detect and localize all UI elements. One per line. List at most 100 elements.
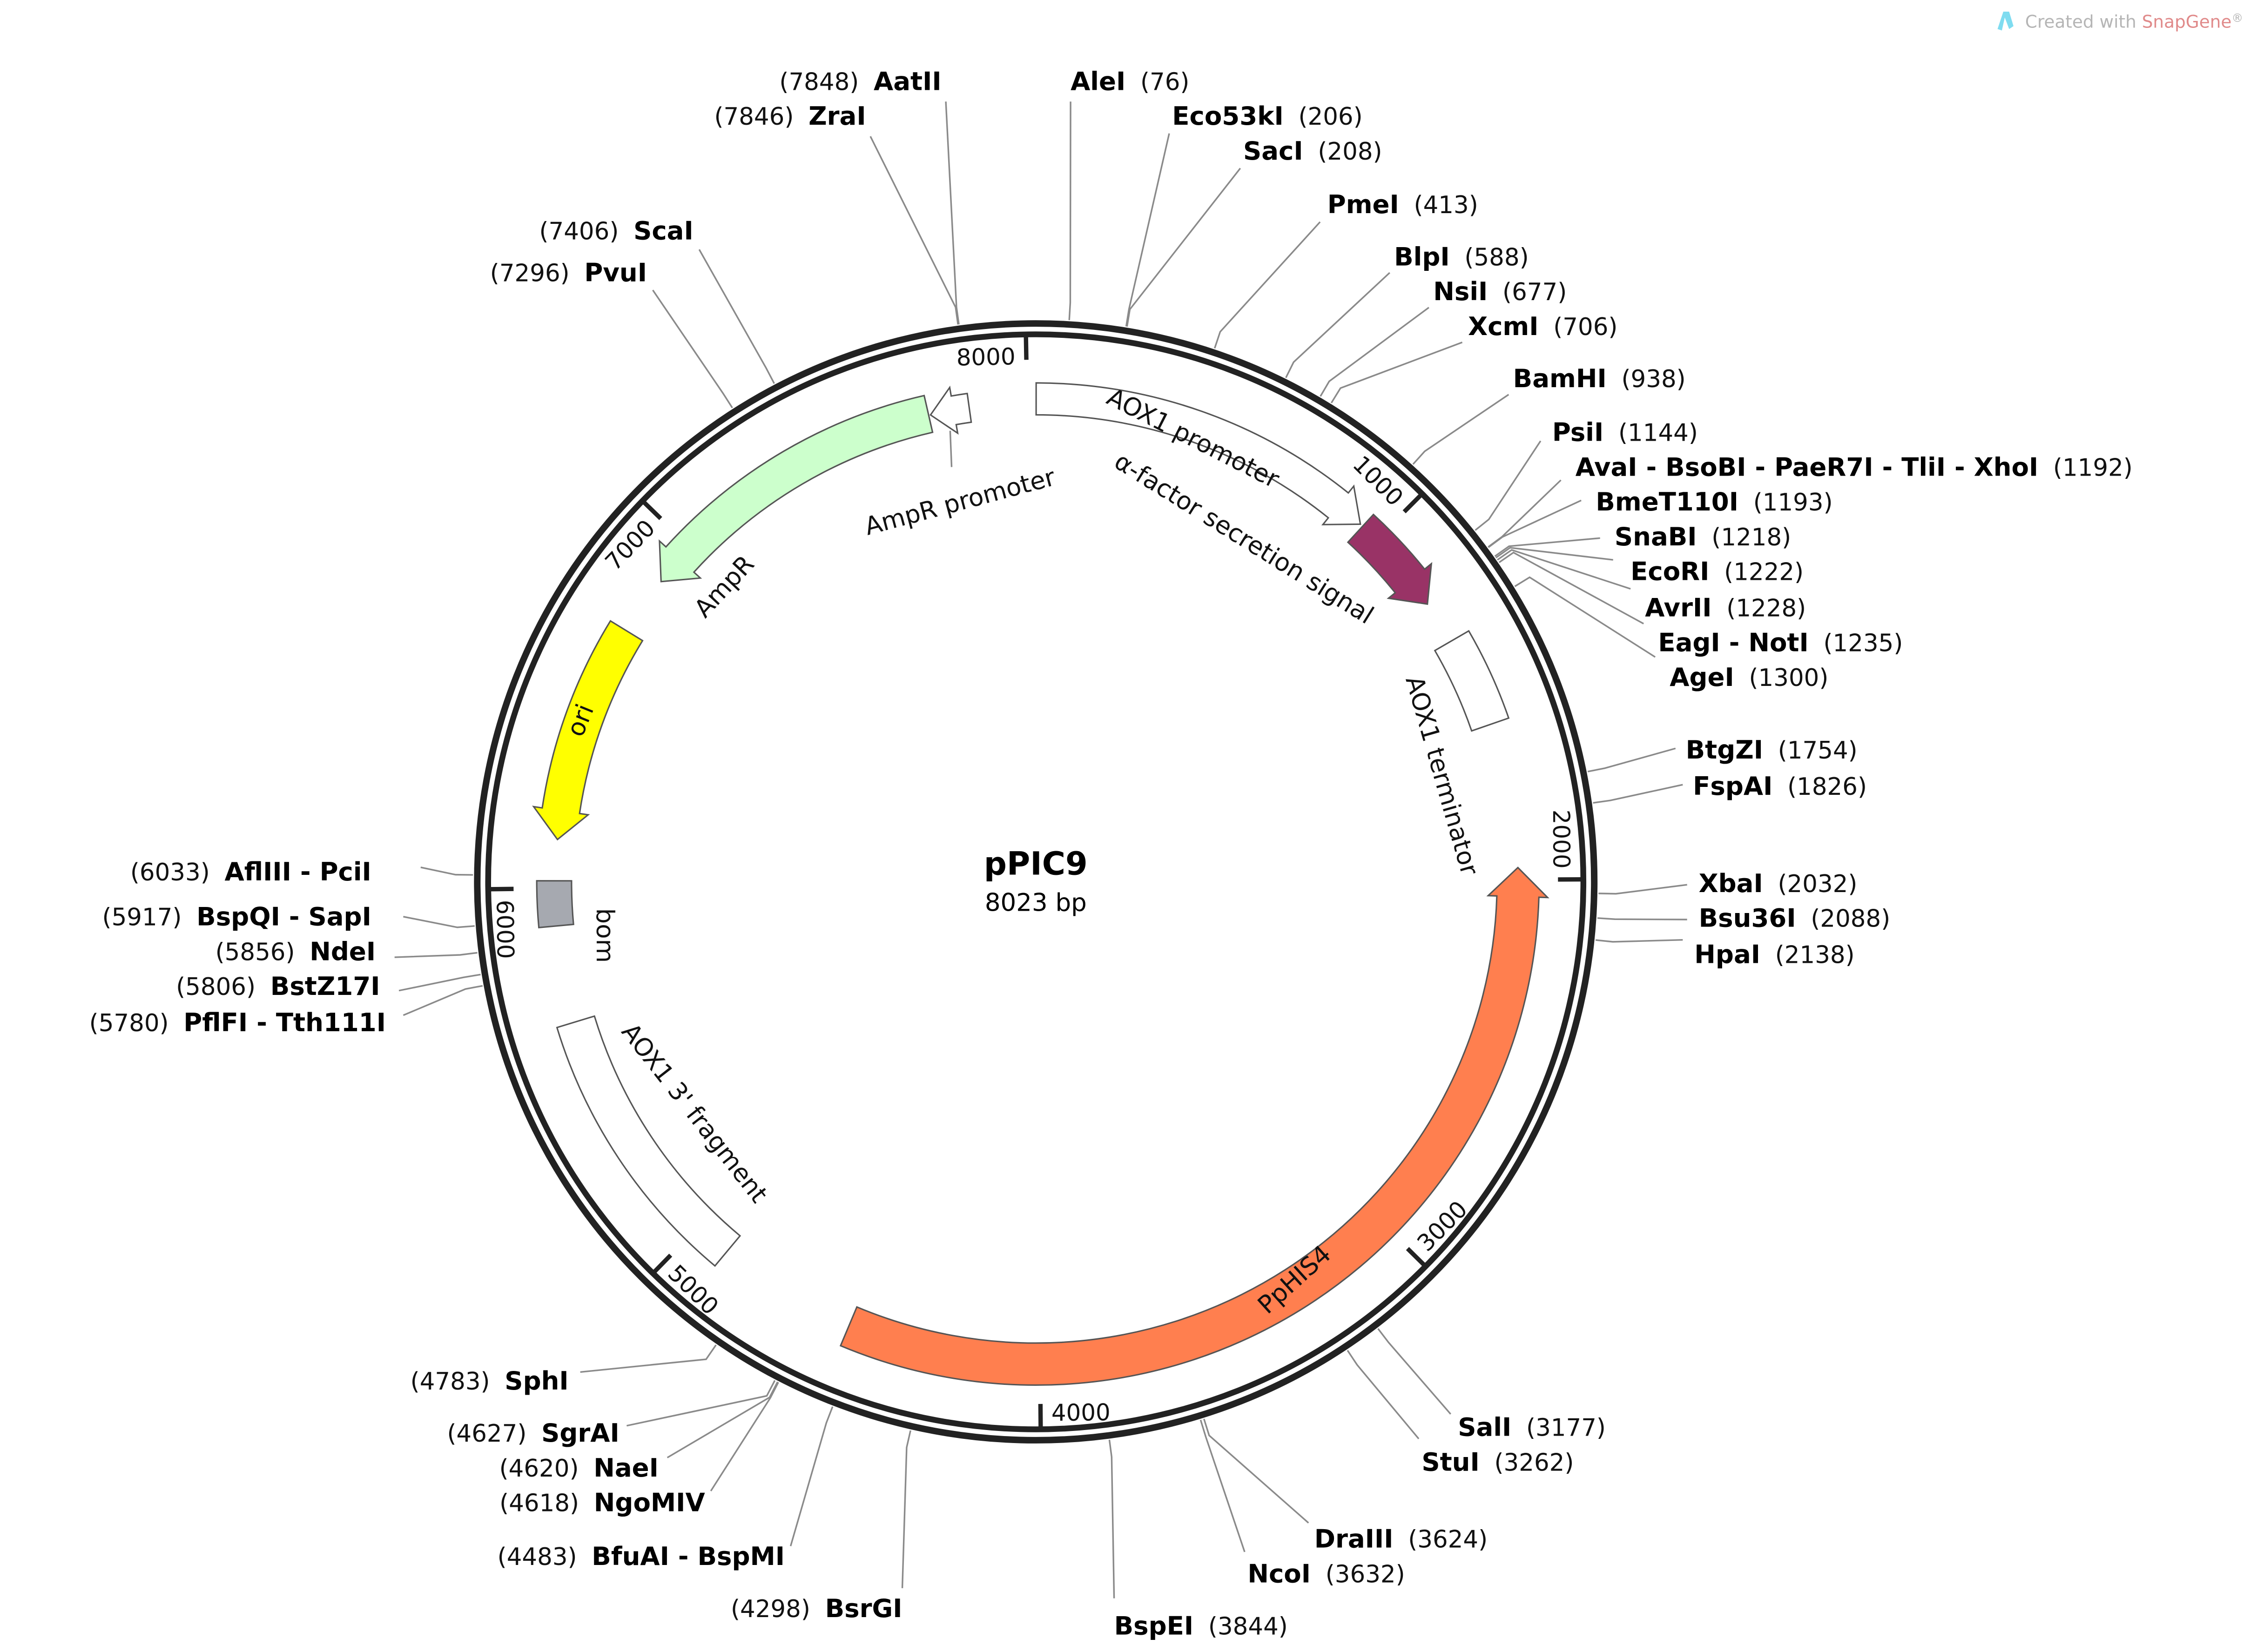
spacer [579, 1455, 594, 1482]
enzyme-leader-line [1595, 939, 1683, 943]
enzyme-position: (7846) [714, 103, 794, 131]
enzyme-site-nsii[interactable]: NsiI (677) [1433, 276, 1567, 306]
enzyme-site-scai[interactable]: (7406) ScaI [539, 215, 693, 245]
tick-label: 4000 [1051, 1399, 1111, 1426]
feature-ori[interactable] [532, 620, 644, 841]
enzyme-site-bsu36i[interactable]: Bsu36I (2088) [1699, 903, 1891, 933]
enzyme-site-sphi[interactable]: (4783) SphI [411, 1366, 569, 1396]
enzyme-position: (6033) [130, 859, 210, 886]
spacer [1760, 942, 1775, 969]
enzyme-site-avai-bsobi-paer7i-tlii-xhoi[interactable]: AvaI - BsoBI - PaeR7I - TliI - XhoI (119… [1576, 452, 2133, 482]
spacer [1709, 559, 1724, 586]
enzyme-site-pflfi-tth111i[interactable]: (5780) PflFI - Tth111I [89, 1007, 386, 1037]
enzyme-site-stui[interactable]: StuI (3262) [1421, 1447, 1574, 1477]
enzyme-site-ncoi[interactable]: NcoI (3632) [1247, 1558, 1405, 1588]
enzyme-site-pmei[interactable]: PmeI (413) [1327, 189, 1478, 219]
enzyme-leader-line [403, 985, 483, 1016]
enzyme-site-naei[interactable]: (4620) NaeI [499, 1453, 659, 1483]
enzyme-leader-line [710, 1382, 779, 1491]
enzyme-leader-line [1488, 499, 1582, 548]
enzyme-name: HpaI [1694, 940, 1760, 969]
enzyme-site-draiii[interactable]: DraIII (3624) [1314, 1524, 1488, 1554]
feature-aox1-3-fragment[interactable] [556, 1015, 741, 1267]
feature-aox1-terminator[interactable] [1434, 630, 1510, 732]
enzyme-site-ndei[interactable]: (5856) NdeI [216, 936, 376, 966]
enzyme-name: SphI [505, 1366, 568, 1396]
enzyme-site-zrai[interactable]: (7846) ZraI [714, 101, 866, 131]
enzyme-leader-line [394, 952, 478, 958]
enzyme-site-hpai[interactable]: HpaI (2138) [1694, 940, 1854, 969]
enzyme-site-btgzi[interactable]: BtgZI (1754) [1686, 735, 1858, 765]
feature-ampr-promoter[interactable] [929, 385, 972, 435]
enzyme-site-ngomiv[interactable]: (4618) NgoMIV [499, 1488, 705, 1518]
spacer [1796, 906, 1811, 933]
feature-alpha-factor-secretion-signal[interactable] [1347, 513, 1433, 605]
enzyme-site-avrii[interactable]: AvrII (1228) [1645, 593, 1806, 623]
spacer [1763, 737, 1778, 764]
spacer [210, 859, 225, 886]
enzyme-site-sali[interactable]: SalI (3177) [1458, 1412, 1606, 1442]
enzyme-site-xbai[interactable]: XbaI (2032) [1699, 868, 1858, 898]
enzyme-position: (3844) [1208, 1613, 1288, 1641]
enzyme-position: (1218) [1711, 524, 1791, 551]
feature-aox1-promoter[interactable] [1035, 382, 1361, 525]
spacer [1734, 665, 1749, 692]
enzyme-site-fspai[interactable]: FspAI (1826) [1693, 771, 1867, 801]
spacer [182, 904, 196, 931]
enzyme-site-bamhi[interactable]: BamHI (938) [1513, 363, 1686, 393]
spacer [1697, 524, 1712, 551]
enzyme-position: (7848) [779, 68, 859, 96]
ampr-promoter-label: AmpR promoter [862, 463, 1058, 541]
enzyme-site-afliii-pcii[interactable]: (6033) AflIII - PciI [130, 857, 371, 886]
enzyme-leader-line [1377, 1328, 1451, 1415]
enzyme-site-saci[interactable]: SacI (208) [1243, 136, 1382, 166]
enzyme-name: AvrII [1645, 593, 1711, 623]
enzyme-leader-line [420, 866, 473, 876]
enzyme-position: (4483) [498, 1543, 577, 1571]
enzyme-position: (4627) [447, 1420, 526, 1448]
enzyme-site-bfuai-bspmi[interactable]: (4483) BfuAI - BspMI [498, 1541, 785, 1571]
backbone-inner-circle [485, 331, 1587, 1432]
enzyme-position: (2088) [1811, 905, 1890, 933]
enzyme-site-bmet110i[interactable]: BmeT110I (1193) [1596, 487, 1832, 517]
enzyme-name: BfuAI - BspMI [592, 1541, 785, 1571]
spacer [1284, 103, 1299, 130]
enzyme-site-xcmi[interactable]: XcmI (706) [1468, 311, 1617, 341]
enzyme-name: BlpI [1394, 242, 1450, 271]
tick-label: 2000 [1548, 810, 1575, 869]
spacer [1125, 68, 1140, 95]
feature-bom[interactable] [536, 880, 574, 928]
enzyme-site-blpi[interactable]: BlpI (588) [1394, 242, 1529, 271]
enzyme-name: EcoRI [1630, 557, 1709, 586]
enzyme-leader-line [1598, 884, 1687, 895]
feature-ampr[interactable] [659, 395, 934, 583]
enzyme-position: (5806) [176, 973, 256, 1001]
enzyme-site-bstz17i[interactable]: (5806) BstZ17I [176, 971, 380, 1001]
watermark-prefix: Created with [2025, 11, 2142, 32]
enzyme-site-bsrgi[interactable]: (4298) BsrGI [731, 1593, 903, 1623]
enzyme-site-psii[interactable]: PsiI (1144) [1552, 417, 1698, 447]
enzyme-name: Bsu36I [1699, 903, 1796, 933]
spacer [1763, 871, 1778, 898]
enzyme-position: (1228) [1726, 595, 1806, 623]
enzyme-site-alei[interactable]: AleI (76) [1071, 66, 1189, 96]
spacer [2038, 454, 2053, 481]
enzyme-name: Eco53kI [1172, 101, 1283, 131]
enzyme-site-bspei[interactable]: BspEI (3844) [1114, 1611, 1288, 1641]
spacer [1539, 314, 1554, 341]
enzyme-site-bspqi-sapi[interactable]: (5917) BspQI - SapI [102, 901, 371, 931]
enzyme-position: (4298) [731, 1595, 810, 1623]
enzyme-site-sgrai[interactable]: (4627) SgrAI [447, 1418, 619, 1448]
enzyme-site-eco53ki[interactable]: Eco53kI (206) [1172, 101, 1362, 131]
enzyme-site-aatii[interactable]: (7848) AatII [779, 66, 941, 96]
enzyme-site-eagi-noti[interactable]: EagI - NotI (1235) [1658, 627, 1903, 657]
tick-mark [1406, 1247, 1426, 1267]
enzyme-site-agei[interactable]: AgeI (1300) [1670, 662, 1828, 692]
enzyme-site-ecori[interactable]: EcoRI (1222) [1630, 557, 1804, 586]
spacer [1511, 1415, 1526, 1442]
spacer [619, 218, 633, 245]
enzyme-site-pvui[interactable]: (7296) PvuI [490, 258, 647, 288]
enzyme-site-snabi[interactable]: SnaBI (1218) [1615, 522, 1791, 551]
enzyme-leader-line [580, 1344, 717, 1373]
feature-pphis4[interactable] [839, 866, 1549, 1386]
